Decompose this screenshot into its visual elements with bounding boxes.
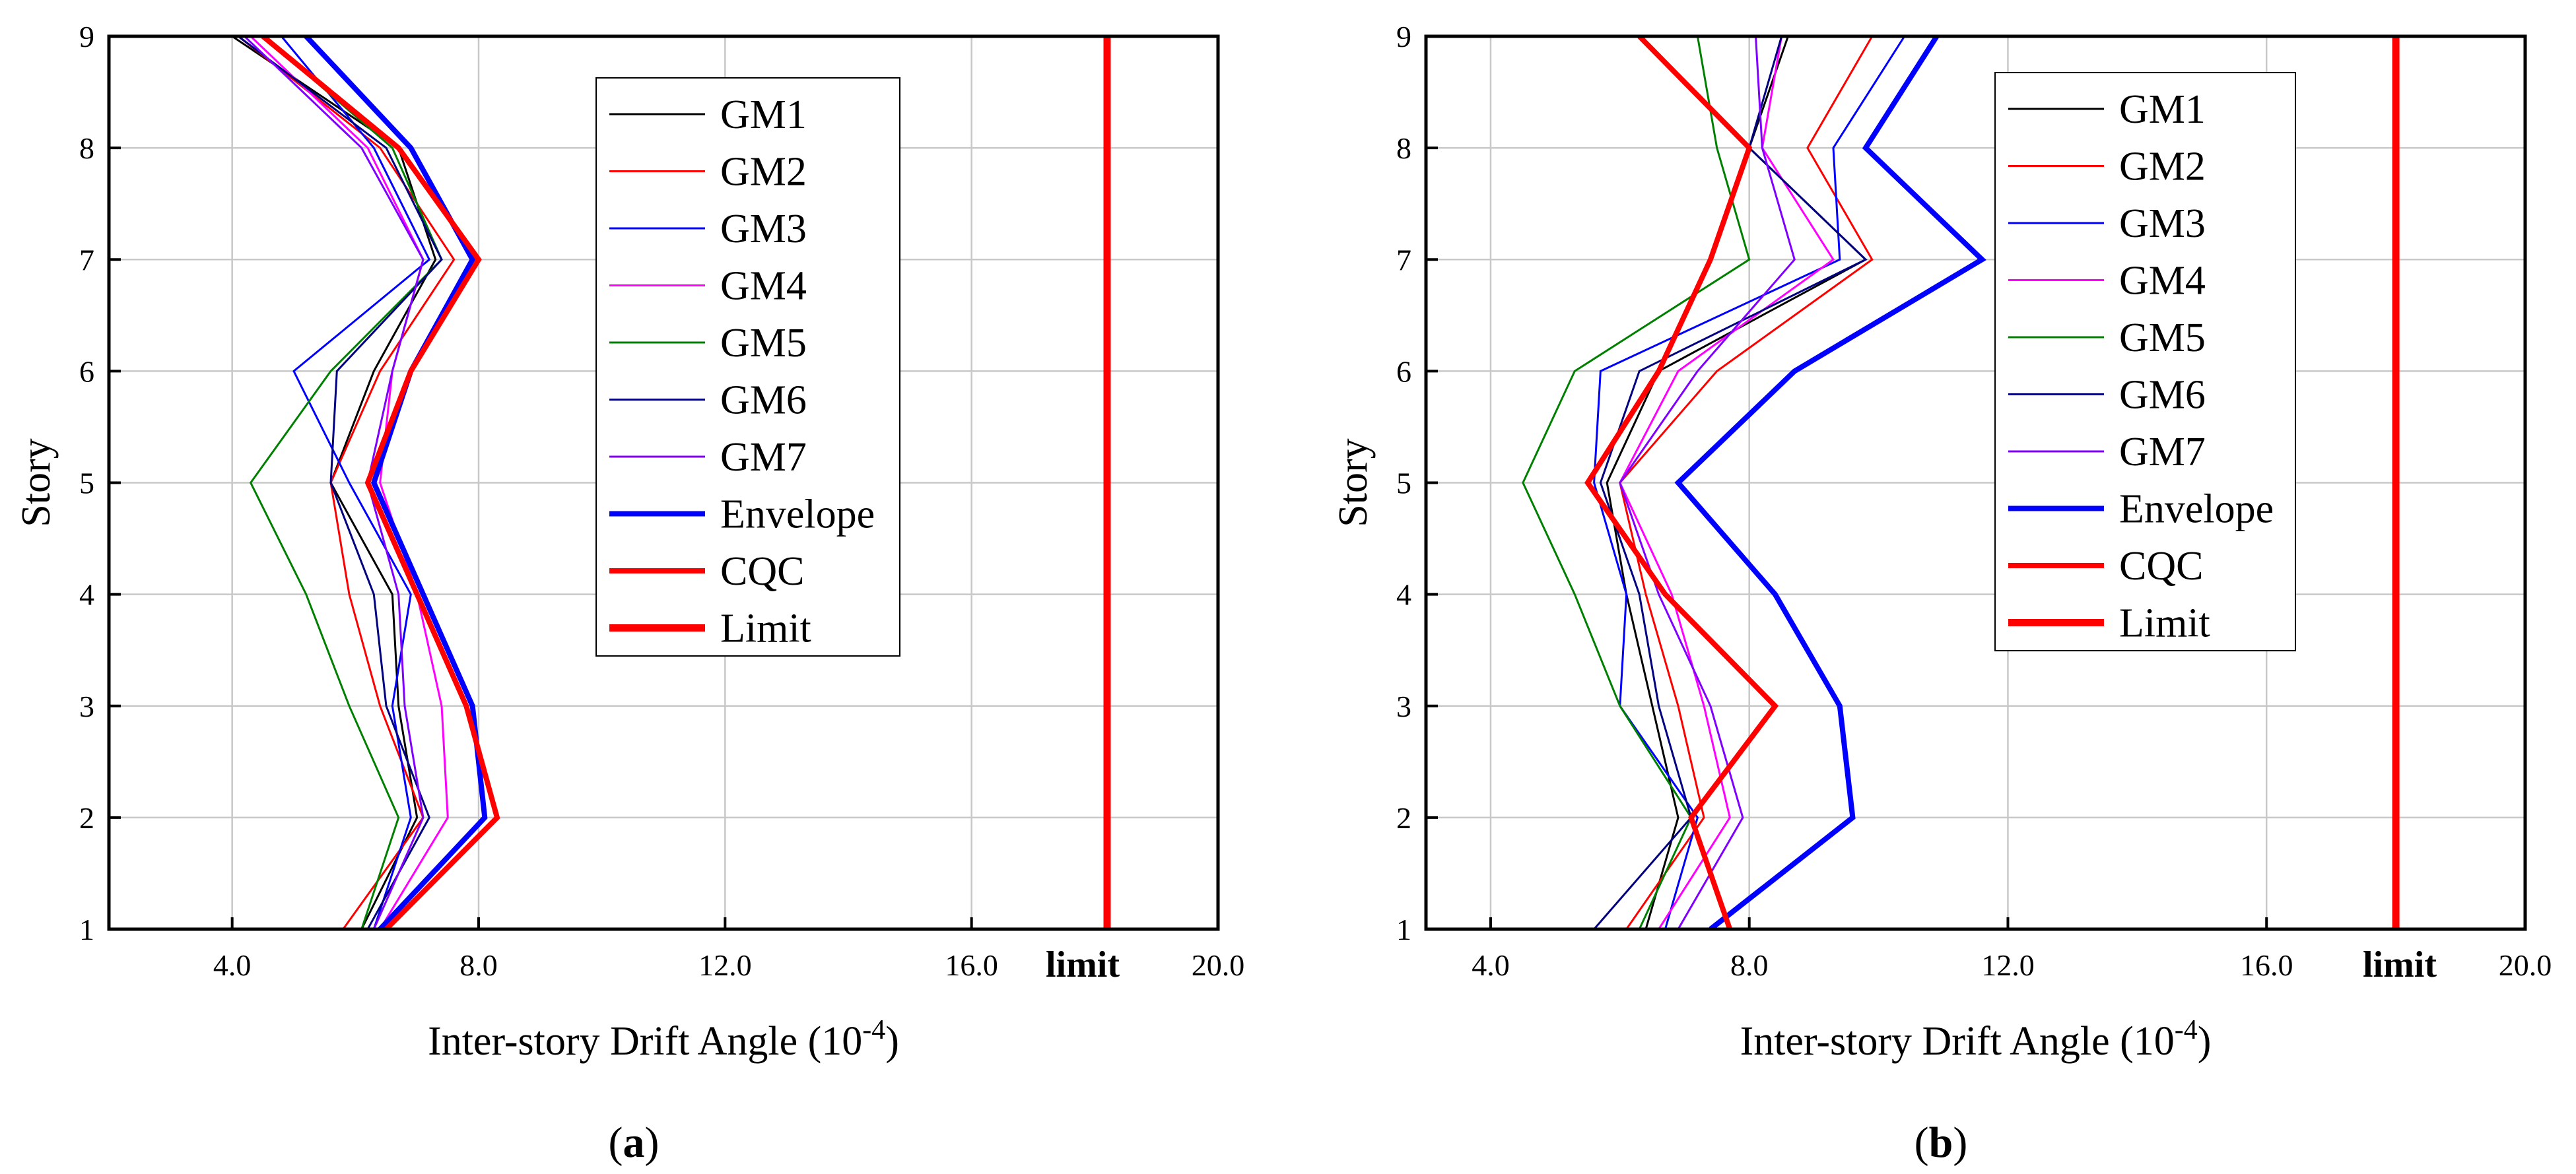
legend-label-envelope: Envelope — [2119, 487, 2274, 532]
y-tick-label: 9 — [1396, 20, 1411, 53]
legend-label-cqc: CQC — [2119, 544, 2203, 589]
y-tick-label: 1 — [1396, 913, 1411, 946]
panel-a: 4.0 8.0 12.0 16.0 20.0 1 2 3 4 5 6 7 8 9 limit Inter-st… — [14, 20, 1244, 1167]
y-tick-label: 5 — [1396, 467, 1411, 500]
legend-label-limit: Limit — [720, 606, 811, 651]
y-tick-label: 8 — [1396, 131, 1411, 165]
x-tick-label: 16.0 — [2240, 948, 2293, 982]
legend-label-gm1: GM1 — [2119, 87, 2206, 132]
y-tick-label: 4 — [79, 578, 94, 612]
y-tick-label: 5 — [79, 467, 94, 500]
legend-label-gm6: GM6 — [720, 378, 807, 423]
legend-label-gm3: GM3 — [2119, 201, 2206, 246]
panel-label-open: ( — [609, 1119, 623, 1167]
x-tick-label: 4.0 — [1472, 948, 1510, 982]
y-tick-label: 8 — [79, 131, 94, 165]
y-tick-label: 3 — [1396, 690, 1411, 723]
series-line-cqc — [261, 36, 500, 929]
legend-label-cqc: CQC — [720, 549, 804, 594]
x-axis-title-exponent: -4 — [862, 1015, 885, 1045]
series-line-gm5 — [249, 36, 443, 929]
series-line-gm7 — [1619, 36, 1796, 929]
y-tick-label: 6 — [79, 354, 94, 388]
legend-label-gm2: GM2 — [2119, 145, 2206, 189]
x-axis-title: Inter-story Drift Angle (10-4) — [428, 1015, 899, 1064]
y-tick-label: 9 — [79, 20, 94, 53]
legend: GM1 GM2 GM3 GM4 GM5 GM6 GM7 Envelope CQC Limit — [1994, 72, 2296, 651]
x-tick-label: 12.0 — [1981, 948, 2035, 982]
x-axis-title-suffix: ) — [2198, 1019, 2212, 1064]
panel-b: 4.0 8.0 12.0 16.0 20.0 1 2 3 4 5 6 7 8 9 limit Inter-st… — [1331, 20, 2552, 1167]
x-tick-label: 12.0 — [698, 948, 752, 982]
series-line-gm5 — [1522, 36, 1751, 929]
series-line-gm6 — [238, 36, 443, 929]
series-group — [231, 36, 1111, 929]
panel-label-letter: b — [1929, 1119, 1953, 1167]
y-tick-label: 2 — [79, 801, 94, 835]
y-axis-title: Story — [1331, 438, 1376, 527]
x-tick-label: 8.0 — [1730, 948, 1769, 982]
limit-label: limit — [2363, 944, 2437, 985]
series-line-gm3 — [281, 36, 431, 929]
y-tick-label: 2 — [1396, 801, 1411, 835]
legend-label-gm7: GM7 — [2119, 430, 2206, 474]
legend-label-gm7: GM7 — [720, 435, 807, 480]
legend: GM1 GM2 GM3 GM4 GM5 GM6 GM7 Envelope CQC Limit — [595, 77, 900, 657]
series-line-cqc — [1584, 36, 1779, 929]
x-axis-title-main: Inter-story Drift Angle (10 — [1740, 1019, 2175, 1064]
legend-label-gm2: GM2 — [720, 150, 807, 195]
series-group — [1522, 36, 2400, 929]
series-line-gm4 — [250, 36, 449, 929]
y-tick-label: 7 — [1396, 243, 1411, 277]
x-axis-title-main: Inter-story Drift Angle (10 — [428, 1019, 862, 1064]
legend-label-gm5: GM5 — [2119, 315, 2206, 360]
panel-label-close: ) — [645, 1119, 660, 1167]
series-line-gm3 — [1593, 36, 1906, 929]
legend-box — [595, 77, 900, 657]
x-axis-title-suffix: ) — [885, 1019, 899, 1064]
x-tick-label: 4.0 — [213, 948, 252, 982]
panel-label-letter: a — [623, 1119, 645, 1167]
x-tick-label: 16.0 — [945, 948, 998, 982]
legend-label-envelope: Envelope — [720, 492, 875, 537]
legend-label-gm3: GM3 — [720, 207, 807, 251]
y-tick-label: 4 — [1396, 578, 1411, 612]
panel-label: (a) — [609, 1119, 660, 1167]
series-line-gm6 — [1593, 36, 1868, 929]
x-tick-label: 20.0 — [2499, 948, 2552, 982]
y-tick-label: 3 — [79, 690, 94, 723]
series-line-envelope — [1674, 36, 1986, 929]
y-tick-label: 7 — [79, 243, 94, 277]
y-axis-title: Story — [14, 438, 59, 527]
legend-label-gm5: GM5 — [720, 321, 807, 366]
y-tick-label: 1 — [79, 913, 94, 946]
panel-label-close: ) — [1953, 1119, 1967, 1167]
series-line-envelope — [304, 36, 488, 929]
legend-label-gm4: GM4 — [720, 264, 807, 309]
legend-label-gm6: GM6 — [2119, 373, 2206, 418]
limit-label: limit — [1046, 944, 1120, 985]
panel-label-open: ( — [1915, 1119, 1929, 1167]
y-tick-label: 6 — [1396, 354, 1411, 388]
legend-label-gm4: GM4 — [2119, 259, 2206, 304]
legend-box — [1994, 72, 2296, 651]
legend-label-gm1: GM1 — [720, 92, 807, 137]
legend-label-limit: Limit — [2119, 601, 2210, 646]
x-tick-label: 8.0 — [459, 948, 498, 982]
panel-label: (b) — [1915, 1119, 1968, 1167]
x-axis-title-exponent: -4 — [2175, 1015, 2198, 1045]
x-tick-label: 20.0 — [1192, 948, 1245, 982]
x-axis-title: Inter-story Drift Angle (10-4) — [1740, 1015, 2212, 1064]
